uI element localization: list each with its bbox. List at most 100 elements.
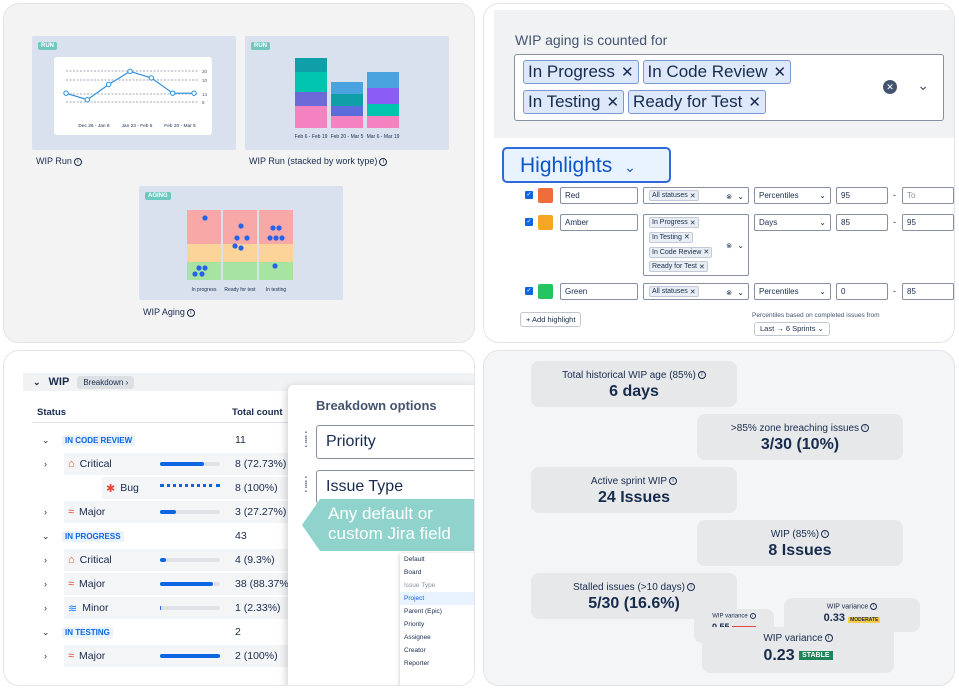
issue-dot[interactable] [199, 271, 205, 277]
chip-in-code-review[interactable]: In Code Review ✕ [642, 60, 792, 84]
clear-icon[interactable]: ✕ [883, 80, 897, 94]
stacked-segment[interactable] [367, 88, 399, 104]
info-icon[interactable]: i [697, 371, 706, 380]
chip-in-progress[interactable]: In Progress ✕ [523, 60, 639, 84]
menu-item[interactable]: Project [400, 592, 474, 605]
chevron-right-icon[interactable]: › [44, 651, 47, 661]
status-select[interactable]: In Progress ✕ In Testing ✕ In Code Review ✕ Re… [643, 214, 749, 276]
mode-select[interactable]: Percentiles ⌄ [754, 283, 831, 300]
stacked-segment[interactable] [367, 72, 399, 88]
highlight-name-input[interactable]: Red [560, 187, 638, 204]
color-swatch[interactable] [538, 188, 553, 203]
priority-row[interactable]: ✱ Bug [102, 477, 294, 499]
data-point[interactable] [105, 81, 112, 88]
info-icon[interactable]: i [669, 477, 678, 486]
clear-icon[interactable]: ⊗ [726, 289, 732, 297]
data-point[interactable] [148, 75, 155, 81]
issue-dot[interactable] [273, 235, 279, 241]
issue-dot[interactable] [234, 235, 240, 241]
status-chip[interactable]: Ready for Test ✕ [649, 261, 708, 273]
stacked-segment[interactable] [367, 104, 399, 116]
chevron-right-icon[interactable]: › [44, 579, 47, 589]
remove-icon[interactable]: ✕ [620, 64, 634, 81]
stacked-segment[interactable] [295, 58, 327, 72]
chevron-down-icon[interactable]: ⌄ [42, 434, 50, 445]
issue-dot[interactable] [279, 235, 285, 241]
highlights-header[interactable]: Highlights ⌄ [502, 147, 671, 183]
data-point[interactable] [84, 97, 91, 103]
status-chip[interactable]: All statuses ✕ [649, 286, 699, 297]
mode-select[interactable]: Days ⌄ [754, 214, 831, 231]
add-highlight-button[interactable]: + Add highlight [520, 312, 582, 327]
col-status[interactable]: Status [37, 407, 67, 418]
wip-aging-card[interactable]: AGING In progress Ready for test In testin… [139, 186, 343, 300]
to-input[interactable]: 95 [902, 214, 954, 231]
data-point[interactable] [63, 90, 69, 96]
status-group-row[interactable]: ⌄ IN PROGRESS 43 [32, 525, 294, 547]
checkbox[interactable]: ✓ [525, 191, 533, 199]
chevron-right-icon[interactable]: › [44, 555, 47, 565]
wip-run-card[interactable]: RUN 20 10 14 5 Dec 26 - Jan 8 Jan 23 - Feb 5 F… [32, 36, 236, 150]
drag-handle-icon[interactable]: ⋮ ⋮ [300, 429, 312, 449]
checkbox[interactable]: ✓ [525, 287, 533, 295]
issue-dot[interactable] [238, 245, 244, 251]
stacked-segment[interactable] [367, 116, 399, 128]
menu-item[interactable]: Assignee [404, 634, 431, 641]
status-chip[interactable]: In Code Review ✕ [649, 246, 713, 258]
issue-dot[interactable] [202, 215, 208, 221]
chevron-down-icon[interactable]: ⌄ [33, 376, 41, 387]
from-input[interactable]: 0 [836, 283, 888, 300]
status-group-row[interactable]: ⌄ IN TESTING 2 [32, 621, 294, 643]
stacked-segment[interactable] [331, 94, 363, 106]
data-point[interactable] [191, 90, 197, 96]
highlight-name-input[interactable]: Green [560, 283, 638, 300]
remove-icon[interactable]: ✕ [703, 249, 710, 256]
data-point[interactable] [127, 68, 133, 75]
status-select[interactable]: All statuses ✕ ⊗ ⌄ [643, 283, 749, 300]
issue-dot[interactable] [232, 243, 238, 249]
clear-icon[interactable]: ⊗ [726, 243, 732, 250]
color-swatch[interactable] [538, 215, 553, 230]
drag-handle-icon[interactable]: ⋮ ⋮ [300, 474, 312, 494]
chevron-down-icon[interactable]: ⌄ [42, 530, 50, 541]
remove-icon[interactable]: ✕ [748, 94, 761, 111]
col-total[interactable]: Total count [232, 407, 283, 418]
chevron-down-icon[interactable]: ⌄ [917, 77, 929, 93]
issue-dot[interactable] [244, 235, 250, 241]
info-icon[interactable]: i [821, 530, 830, 539]
chevron-right-icon[interactable]: › [44, 507, 47, 517]
clear-icon[interactable]: ⊗ [726, 193, 732, 201]
remove-icon[interactable]: ✕ [683, 234, 690, 242]
to-input[interactable]: 85 [902, 283, 954, 300]
stacked-segment[interactable] [295, 72, 327, 92]
stacked-segment[interactable] [295, 106, 327, 128]
chevron-down-icon[interactable]: ⌄ [42, 626, 50, 637]
status-chip[interactable]: In Progress ✕ [649, 217, 699, 228]
checkbox[interactable]: ✓ [525, 218, 533, 226]
issue-dot[interactable] [276, 225, 282, 231]
stacked-segment[interactable] [331, 82, 363, 94]
chevron-right-icon[interactable]: › [44, 459, 47, 469]
info-icon[interactable]: i [861, 424, 870, 433]
priority-option[interactable]: Priority [316, 425, 474, 459]
remove-icon[interactable]: ✕ [773, 64, 787, 81]
issue-dot[interactable] [192, 271, 198, 277]
highlight-name-input[interactable]: Amber [560, 214, 638, 231]
info-icon[interactable]: i [870, 603, 878, 610]
wip-run-label[interactable]: WIP Run i [36, 156, 82, 166]
menu-item[interactable]: Priority [404, 621, 425, 628]
issue-dot[interactable] [270, 225, 276, 231]
from-input[interactable]: 95 [836, 187, 888, 204]
remove-icon[interactable]: ✕ [689, 288, 696, 296]
issue-dot[interactable] [196, 265, 202, 271]
issue-dot[interactable] [238, 223, 244, 229]
issue-dot[interactable] [267, 235, 273, 241]
info-icon[interactable]: i [687, 583, 695, 592]
status-chip[interactable]: In Testing ✕ [649, 231, 693, 243]
status-select[interactable]: All statuses ✕ ⊗ ⌄ [643, 187, 749, 204]
menu-item[interactable]: Board [404, 569, 422, 576]
stacked-segment[interactable] [295, 92, 327, 106]
breakdown-pill[interactable]: Breakdown › [77, 375, 135, 389]
from-input[interactable]: 85 [836, 214, 888, 231]
status-multiselect[interactable]: In Progress ✕ In Code Review ✕ In Testing ✕ Re… [514, 54, 944, 121]
